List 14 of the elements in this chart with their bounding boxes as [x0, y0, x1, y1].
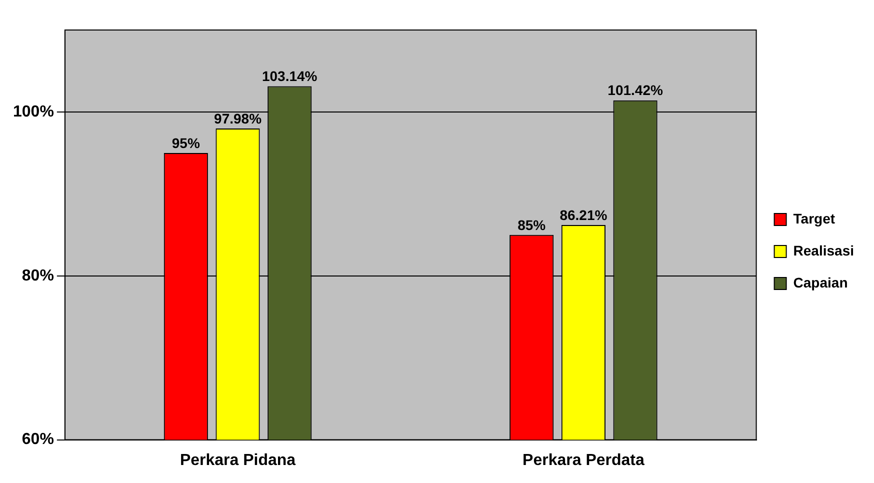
legend-label: Realisasi	[793, 242, 854, 258]
data-label: 103.14%	[262, 68, 318, 84]
y-tick-label: 100%	[13, 103, 54, 120]
data-label: 95%	[172, 134, 200, 151]
x-tick-label: Perkara Pidana	[180, 452, 296, 469]
y-tick-label: 60%	[22, 431, 54, 448]
data-label: 86.21%	[560, 206, 608, 223]
legend-label: Capaian	[793, 274, 848, 290]
y-tick-label: 80%	[22, 267, 54, 284]
x-tick-label: Perkara Perdata	[522, 452, 644, 469]
legend-label: Target	[793, 210, 836, 226]
data-label: 97.98%	[214, 110, 262, 126]
data-label: 101.42%	[608, 82, 664, 98]
data-label: 85%	[518, 216, 546, 233]
